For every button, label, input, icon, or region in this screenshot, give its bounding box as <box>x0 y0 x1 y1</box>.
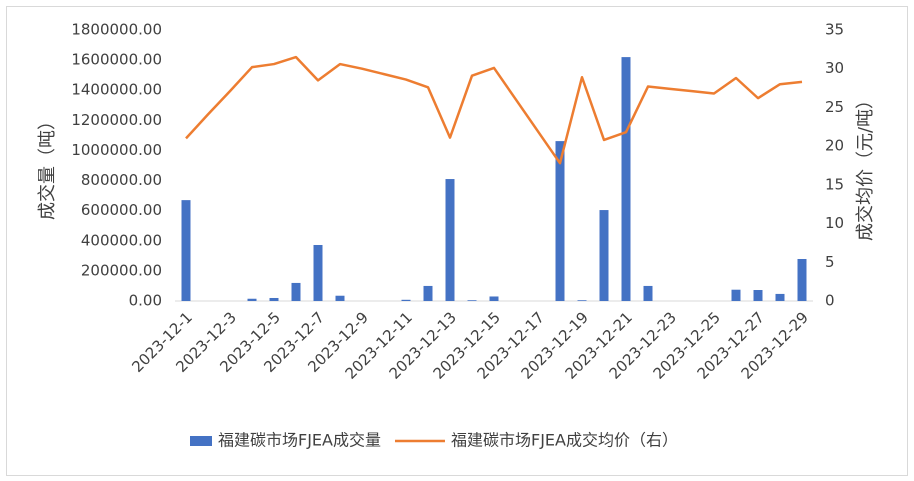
bar <box>467 300 477 301</box>
y-axis-label: 成交量（吨） <box>37 112 58 220</box>
y-tick-label: 400000.00 <box>81 231 162 249</box>
chart-frame <box>6 6 908 476</box>
y-tick-label: 1600000.00 <box>71 51 162 69</box>
y2-tick-label: 30 <box>825 59 844 77</box>
legend-label: 福建碳市场FJEA成交量 <box>218 431 381 450</box>
bar <box>797 258 807 301</box>
y-tick-label: 1800000.00 <box>71 21 162 39</box>
bar <box>555 141 565 301</box>
y-tick-label: 0.00 <box>129 292 162 310</box>
bar <box>401 299 411 301</box>
bar <box>269 297 279 301</box>
y2-tick-label: 0 <box>825 292 835 310</box>
y2-tick-label: 5 <box>825 253 835 271</box>
legend-swatch <box>190 436 212 446</box>
bar <box>621 57 631 301</box>
y-tick-label: 1400000.00 <box>71 81 162 99</box>
y2-tick-label: 15 <box>825 175 844 193</box>
y2-tick-label: 10 <box>825 214 844 232</box>
y2-tick-label: 20 <box>825 137 844 155</box>
y-tick-label: 600000.00 <box>81 201 162 219</box>
y-tick-label: 1000000.00 <box>71 141 162 159</box>
bar <box>291 282 301 301</box>
bar <box>731 289 741 301</box>
y2-tick-label: 25 <box>825 98 844 116</box>
y-tick-label: 800000.00 <box>81 171 162 189</box>
bar <box>445 179 455 301</box>
bar <box>247 298 257 301</box>
bar <box>643 285 653 301</box>
bar <box>577 300 587 301</box>
bar <box>489 296 499 301</box>
y-tick-label: 1200000.00 <box>71 111 162 129</box>
legend-label: 福建碳市场FJEA成交均价（右） <box>451 431 678 450</box>
y2-axis-label: 成交均价（元/吨） <box>855 91 876 241</box>
line <box>185 55 803 165</box>
y2-tick-label: 35 <box>825 21 844 39</box>
bar <box>423 285 433 301</box>
y-tick-label: 200000.00 <box>81 261 162 279</box>
bar <box>599 210 609 301</box>
bar <box>335 295 345 301</box>
bar <box>313 244 323 301</box>
bar <box>181 200 191 301</box>
bar <box>775 293 785 301</box>
bar <box>753 290 763 301</box>
